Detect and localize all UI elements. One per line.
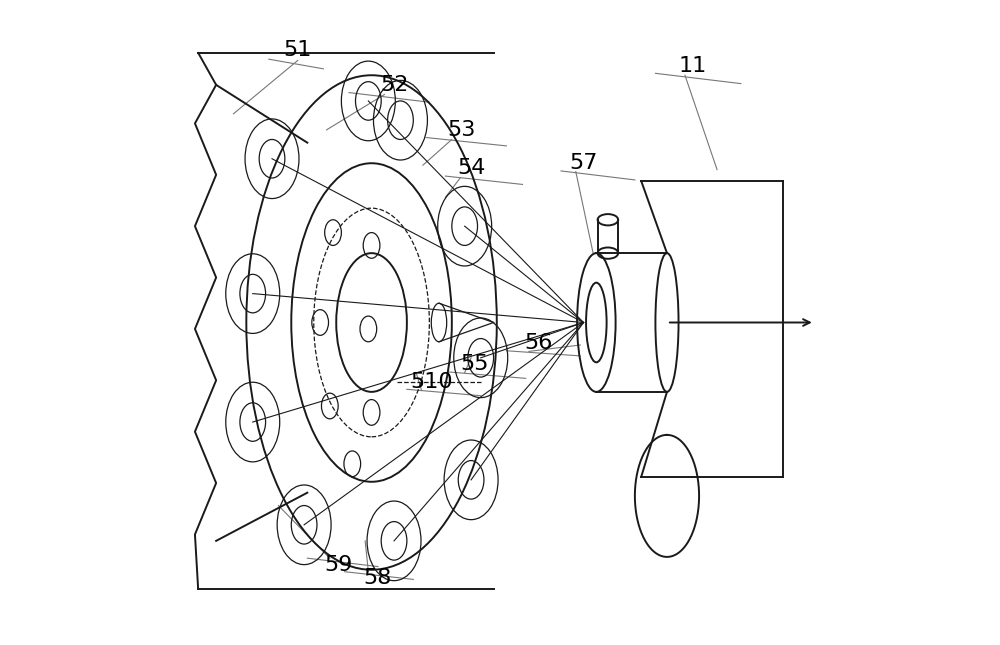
Text: 58: 58	[364, 568, 392, 588]
Text: 11: 11	[679, 55, 707, 75]
Text: 53: 53	[447, 120, 476, 140]
Text: 510: 510	[410, 372, 453, 392]
Text: 52: 52	[380, 75, 408, 95]
Text: 59: 59	[324, 555, 352, 575]
Text: 56: 56	[524, 333, 553, 353]
Text: 54: 54	[457, 159, 485, 179]
Text: 57: 57	[569, 154, 598, 174]
Text: 51: 51	[284, 39, 312, 59]
Text: 55: 55	[460, 354, 489, 374]
